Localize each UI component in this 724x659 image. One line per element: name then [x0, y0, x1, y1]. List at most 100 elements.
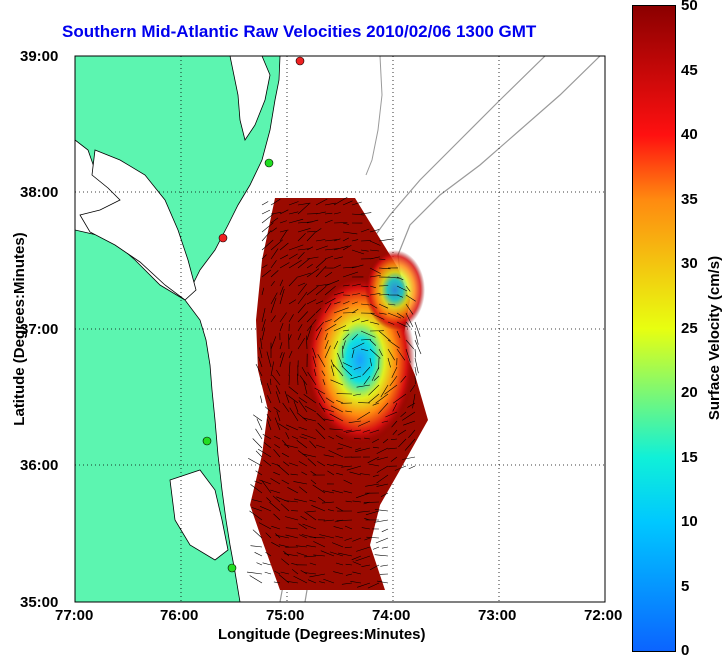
- velocity-vector: [407, 402, 416, 408]
- velocity-vector: [342, 333, 350, 341]
- velocity-vector: [387, 321, 395, 325]
- velocity-vector: [324, 212, 333, 215]
- velocity-vector: [270, 489, 281, 494]
- velocity-vector: [270, 227, 277, 233]
- velocity-vector: [362, 429, 371, 433]
- velocity-vector: [306, 510, 317, 513]
- velocity-vector: [396, 276, 404, 281]
- velocity-vector: [333, 301, 341, 305]
- velocity-vector: [324, 239, 338, 242]
- velocity-vector: [285, 527, 299, 530]
- velocity-vector: [255, 450, 263, 458]
- velocity-vector: [288, 314, 294, 323]
- velocity-vector: [301, 433, 317, 440]
- velocity-vector: [261, 264, 268, 269]
- velocity-vector: [357, 582, 371, 588]
- velocity-vector: [342, 301, 350, 305]
- velocity-vector: [306, 325, 312, 341]
- velocity-vector: [296, 440, 308, 449]
- velocity-vector: [279, 312, 287, 323]
- velocity-vector: [360, 348, 369, 352]
- velocity-vector: [360, 330, 376, 338]
- velocity-vector: [414, 357, 419, 374]
- velocity-vector: [330, 365, 335, 377]
- velocity-vector: [364, 537, 371, 541]
- velocity-vector: [369, 312, 385, 320]
- velocity-vector: [342, 266, 357, 269]
- velocity-vector: [322, 490, 335, 494]
- velocity-vector: [335, 535, 344, 539]
- velocity-vector: [260, 379, 263, 386]
- velocity-vector: [270, 270, 279, 278]
- velocity-vector: [286, 394, 299, 404]
- velocity-vector: [321, 407, 335, 413]
- velocity-vector: [284, 500, 299, 503]
- velocity-vector: [369, 229, 380, 233]
- velocity-vector: [288, 299, 297, 305]
- y-tick-label: 36:00: [20, 457, 59, 474]
- velocity-vector: [293, 481, 308, 485]
- velocity-vector: [315, 211, 326, 215]
- plot-frame: [74, 55, 606, 603]
- velocity-vector: [299, 436, 308, 440]
- velocity-vector: [391, 366, 398, 378]
- velocity-vector: [270, 361, 274, 377]
- velocity-vector: [324, 319, 332, 323]
- velocity-vector: [297, 311, 309, 323]
- velocity-vector: [265, 532, 272, 539]
- velocity-vector: [297, 324, 303, 332]
- velocity-vector: [333, 245, 349, 251]
- velocity-vector: [280, 503, 290, 512]
- velocity-vector: [299, 534, 308, 539]
- velocity-vector: [279, 230, 287, 242]
- velocity-vector: [313, 541, 326, 548]
- velocity-vector: [280, 571, 290, 575]
- velocity-vector: [298, 397, 308, 404]
- velocity-vector: [387, 447, 398, 450]
- velocity-vector: [306, 313, 316, 323]
- velocity-vector: [380, 492, 389, 497]
- velocity-vector: [366, 536, 380, 539]
- colorbar-tick-label: 45: [681, 62, 698, 79]
- velocity-vector: [414, 339, 422, 355]
- velocity-vector: [265, 552, 272, 557]
- velocity-vector: [267, 395, 272, 404]
- velocity-vector: [262, 562, 272, 566]
- velocity-vector: [387, 312, 402, 319]
- velocity-vector: [296, 412, 308, 422]
- velocity-vector: [354, 447, 362, 451]
- velocity-vector: [306, 230, 316, 233]
- velocity-vector: [330, 359, 335, 368]
- velocity-vector: [306, 246, 314, 251]
- velocity-vector: [402, 411, 416, 421]
- velocity-vector: [360, 212, 372, 215]
- velocity-vector: [360, 339, 372, 341]
- velocity-vector: [336, 447, 344, 450]
- velocity-vector: [414, 330, 419, 345]
- velocity-vector: [276, 410, 281, 422]
- velocity-vector: [324, 345, 331, 359]
- velocity-vector: [333, 464, 344, 467]
- velocity-vector: [270, 212, 282, 215]
- velocity-vector: [323, 519, 335, 522]
- colorbar: [632, 5, 676, 652]
- velocity-vector: [344, 525, 353, 530]
- velocity-vector: [273, 513, 281, 521]
- velocity-vector: [380, 384, 389, 398]
- velocity-vector: [272, 495, 281, 503]
- velocity-vector: [259, 347, 263, 359]
- velocity-vector: [333, 197, 348, 206]
- velocity-vector: [333, 264, 342, 269]
- velocity-vector: [310, 470, 317, 476]
- velocity-vector: [306, 335, 308, 350]
- velocity-vector: [270, 248, 279, 260]
- velocity-vector: [270, 239, 283, 251]
- velocity-vector: [345, 410, 353, 413]
- radar-site-marker: [295, 56, 305, 66]
- velocity-vector: [261, 230, 272, 242]
- velocity-vector: [288, 334, 292, 341]
- velocity-vector: [288, 201, 299, 206]
- velocity-vector: [344, 537, 353, 541]
- velocity-vector: [367, 582, 380, 589]
- velocity-vector: [356, 384, 371, 388]
